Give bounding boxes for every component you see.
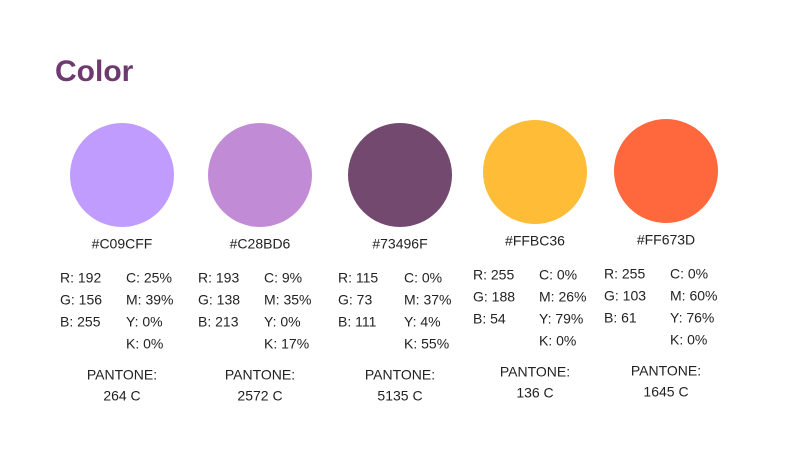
color-swatch [70, 123, 174, 227]
rgb-value: B: 213 [198, 314, 239, 330]
cmyk-value: M: 39% [126, 292, 173, 308]
cmyk-value: K: 0% [670, 332, 707, 348]
cmyk-value: M: 35% [264, 292, 311, 308]
pantone-code: 136 C [516, 385, 553, 401]
hex-code: #C28BD6 [230, 236, 291, 252]
pantone-label: PANTONE: [500, 364, 570, 380]
cmyk-value: Y: 0% [126, 314, 163, 330]
rgb-value: G: 103 [604, 288, 646, 304]
cmyk-value: M: 26% [539, 289, 586, 305]
pantone-label: PANTONE: [365, 367, 435, 383]
cmyk-value: C: 0% [404, 270, 442, 286]
rgb-value: R: 255 [604, 266, 645, 282]
cmyk-value: K: 0% [126, 336, 163, 352]
rgb-value: B: 61 [604, 310, 637, 326]
hex-code: #FF673D [637, 232, 695, 248]
cmyk-value: K: 0% [539, 333, 576, 349]
pantone-label: PANTONE: [87, 367, 157, 383]
cmyk-value: Y: 79% [539, 311, 583, 327]
pantone-code: 1645 C [643, 384, 688, 400]
hex-code: #FFBC36 [505, 233, 565, 249]
cmyk-value: M: 60% [670, 288, 717, 304]
pantone-label: PANTONE: [225, 367, 295, 383]
color-swatch [614, 119, 718, 223]
hex-code: #C09CFF [92, 236, 153, 252]
cmyk-value: C: 9% [264, 270, 302, 286]
cmyk-value: K: 17% [264, 336, 309, 352]
cmyk-value: C: 0% [670, 266, 708, 282]
rgb-value: R: 192 [60, 270, 101, 286]
pantone-code: 5135 C [377, 388, 422, 404]
rgb-value: R: 193 [198, 270, 239, 286]
cmyk-value: C: 25% [126, 270, 172, 286]
cmyk-value: M: 37% [404, 292, 451, 308]
cmyk-value: K: 55% [404, 336, 449, 352]
rgb-value: G: 188 [473, 289, 515, 305]
cmyk-value: C: 0% [539, 267, 577, 283]
pantone-code: 264 C [103, 388, 140, 404]
rgb-value: G: 156 [60, 292, 102, 308]
color-swatch [348, 123, 452, 227]
rgb-value: B: 255 [60, 314, 101, 330]
color-swatch [483, 120, 587, 224]
rgb-value: R: 115 [338, 270, 378, 286]
hex-code: #73496F [372, 236, 427, 252]
pantone-label: PANTONE: [631, 363, 701, 379]
rgb-value: G: 138 [198, 292, 240, 308]
rgb-value: B: 54 [473, 311, 506, 327]
rgb-value: G: 73 [338, 292, 372, 308]
color-swatch [208, 123, 312, 227]
cmyk-value: Y: 76% [670, 310, 714, 326]
rgb-value: R: 255 [473, 267, 514, 283]
rgb-value: B: 111 [338, 314, 377, 330]
pantone-code: 2572 C [237, 388, 282, 404]
title: Color [55, 55, 134, 88]
cmyk-value: Y: 0% [264, 314, 301, 330]
cmyk-value: Y: 4% [404, 314, 441, 330]
